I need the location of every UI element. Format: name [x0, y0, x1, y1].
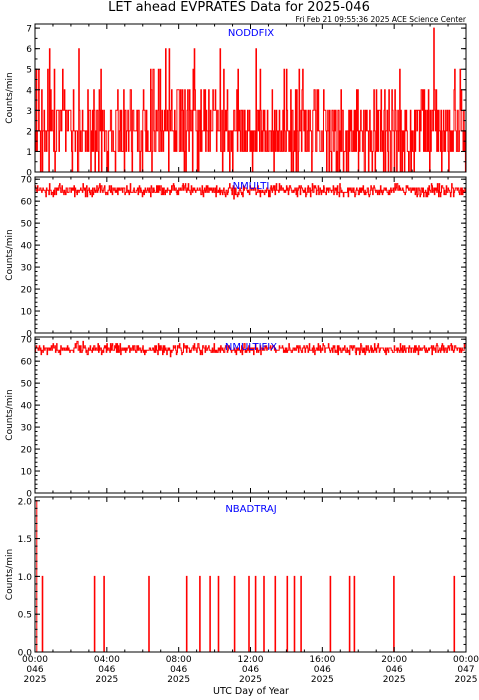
x-tick-label: 046: [386, 665, 403, 675]
plot-frame: [34, 496, 467, 653]
y-tick-label: 2: [26, 127, 32, 137]
plot-frame: [34, 336, 467, 494]
series-line-noddfix: [35, 27, 467, 173]
x-tick-label: 12:00: [238, 655, 264, 665]
x-tick-label: 047: [457, 665, 474, 675]
y-tick-label: 70: [21, 336, 33, 346]
panel-nmultifix: 0 10 20 30 40 50 60 70 Counts/min NMULTIFIX: [5, 336, 467, 500]
panel-label: NBADTRAJ: [225, 504, 276, 515]
x-axis: 00:00046202504:00046202508:00046202512:0…: [22, 655, 479, 685]
series-line-nbadtraj: [35, 500, 466, 653]
panels: 0 1 2 3 4 5 6 7 Counts/min NODDFIX 0 10 20 30 40 50 60 70…: [5, 23, 467, 659]
panel-label: NMULTIFIX: [225, 342, 277, 353]
plot-frame: [34, 176, 467, 334]
y-tick-label: 2.0: [18, 497, 33, 507]
y-tick-label: 1.5: [18, 535, 32, 545]
y-tick-label: 40: [21, 402, 33, 412]
y-tick-label: 60: [21, 198, 33, 208]
y-tick-label: 0.0: [18, 649, 33, 659]
x-tick-label: 046: [314, 665, 331, 675]
y-tick-label: 6: [26, 45, 32, 55]
x-tick-label: 00:00: [22, 655, 48, 665]
series-line-nmulti: [35, 183, 467, 200]
y-tick-label: 10: [21, 308, 33, 318]
y-tick-label: 70: [21, 176, 33, 186]
y-tick-label: 0: [26, 330, 32, 340]
x-tick-label: 20:00: [381, 655, 407, 665]
y-tick-label: 10: [21, 468, 33, 478]
y-tick-label: 4: [26, 86, 32, 96]
x-tick-label: 2025: [95, 675, 118, 685]
series-line-nmultifix: [35, 340, 467, 358]
x-tick-label: 2025: [311, 675, 334, 685]
y-axis-label: Counts/min: [5, 229, 15, 280]
x-tick-label: 046: [98, 665, 115, 675]
x-axis-label: UTC Day of Year: [213, 686, 289, 697]
y-tick-label: 5: [26, 66, 32, 76]
x-tick-label: 16:00: [309, 655, 335, 665]
x-tick-label: 2025: [455, 675, 478, 685]
generation-timestamp: Fri Feb 21 09:55:36 2025 ACE Science Cen…: [295, 15, 466, 24]
x-tick-label: 08:00: [166, 655, 192, 665]
x-tick-label: 2025: [239, 675, 262, 685]
y-tick-label: 1.0: [18, 573, 33, 583]
y-tick-label: 60: [21, 358, 33, 368]
y-tick-label: 20: [21, 286, 33, 296]
y-tick-label: 0: [26, 490, 32, 500]
y-axis-label: Counts/min: [5, 72, 15, 123]
panel-label: NMULTI: [233, 181, 270, 192]
x-tick-label: 046: [26, 665, 43, 675]
x-tick-label: 04:00: [94, 655, 120, 665]
x-tick-label: 2025: [383, 675, 406, 685]
y-tick-label: 30: [21, 264, 33, 274]
panel-nmulti: 0 10 20 30 40 50 60 70 Counts/min NMULTI: [5, 176, 467, 340]
y-axis-label: Counts/min: [5, 389, 15, 440]
panel-nbadtraj: 0.0 0.5 1.0 1.5 2.0 Counts/min NBADTRAJ: [5, 496, 467, 659]
y-tick-label: 3: [26, 107, 32, 117]
x-tick-label: 2025: [24, 675, 47, 685]
x-tick-label: 00:00: [453, 655, 479, 665]
y-tick-label: 30: [21, 424, 33, 434]
x-tick-label: 046: [170, 665, 187, 675]
y-tick-label: 7: [26, 25, 32, 35]
y-axis-label: Counts/min: [5, 549, 15, 600]
y-tick-label: 40: [21, 242, 33, 252]
x-tick-label: 2025: [167, 675, 190, 685]
y-tick-label: 50: [21, 220, 33, 230]
y-tick-label: 0: [26, 169, 32, 179]
panel-noddfix: 0 1 2 3 4 5 6 7 Counts/min NODDFIX: [5, 23, 467, 179]
figure-title: LET ahead EVPRATES Data for 2025-046: [108, 0, 370, 15]
y-tick-label: 20: [21, 446, 33, 456]
x-tick-label: 046: [242, 665, 259, 675]
y-tick-label: 0.5: [18, 611, 32, 621]
y-tick-label: 50: [21, 380, 33, 390]
panel-label: NODDFIX: [228, 28, 274, 39]
y-tick-label: 1: [26, 148, 32, 158]
